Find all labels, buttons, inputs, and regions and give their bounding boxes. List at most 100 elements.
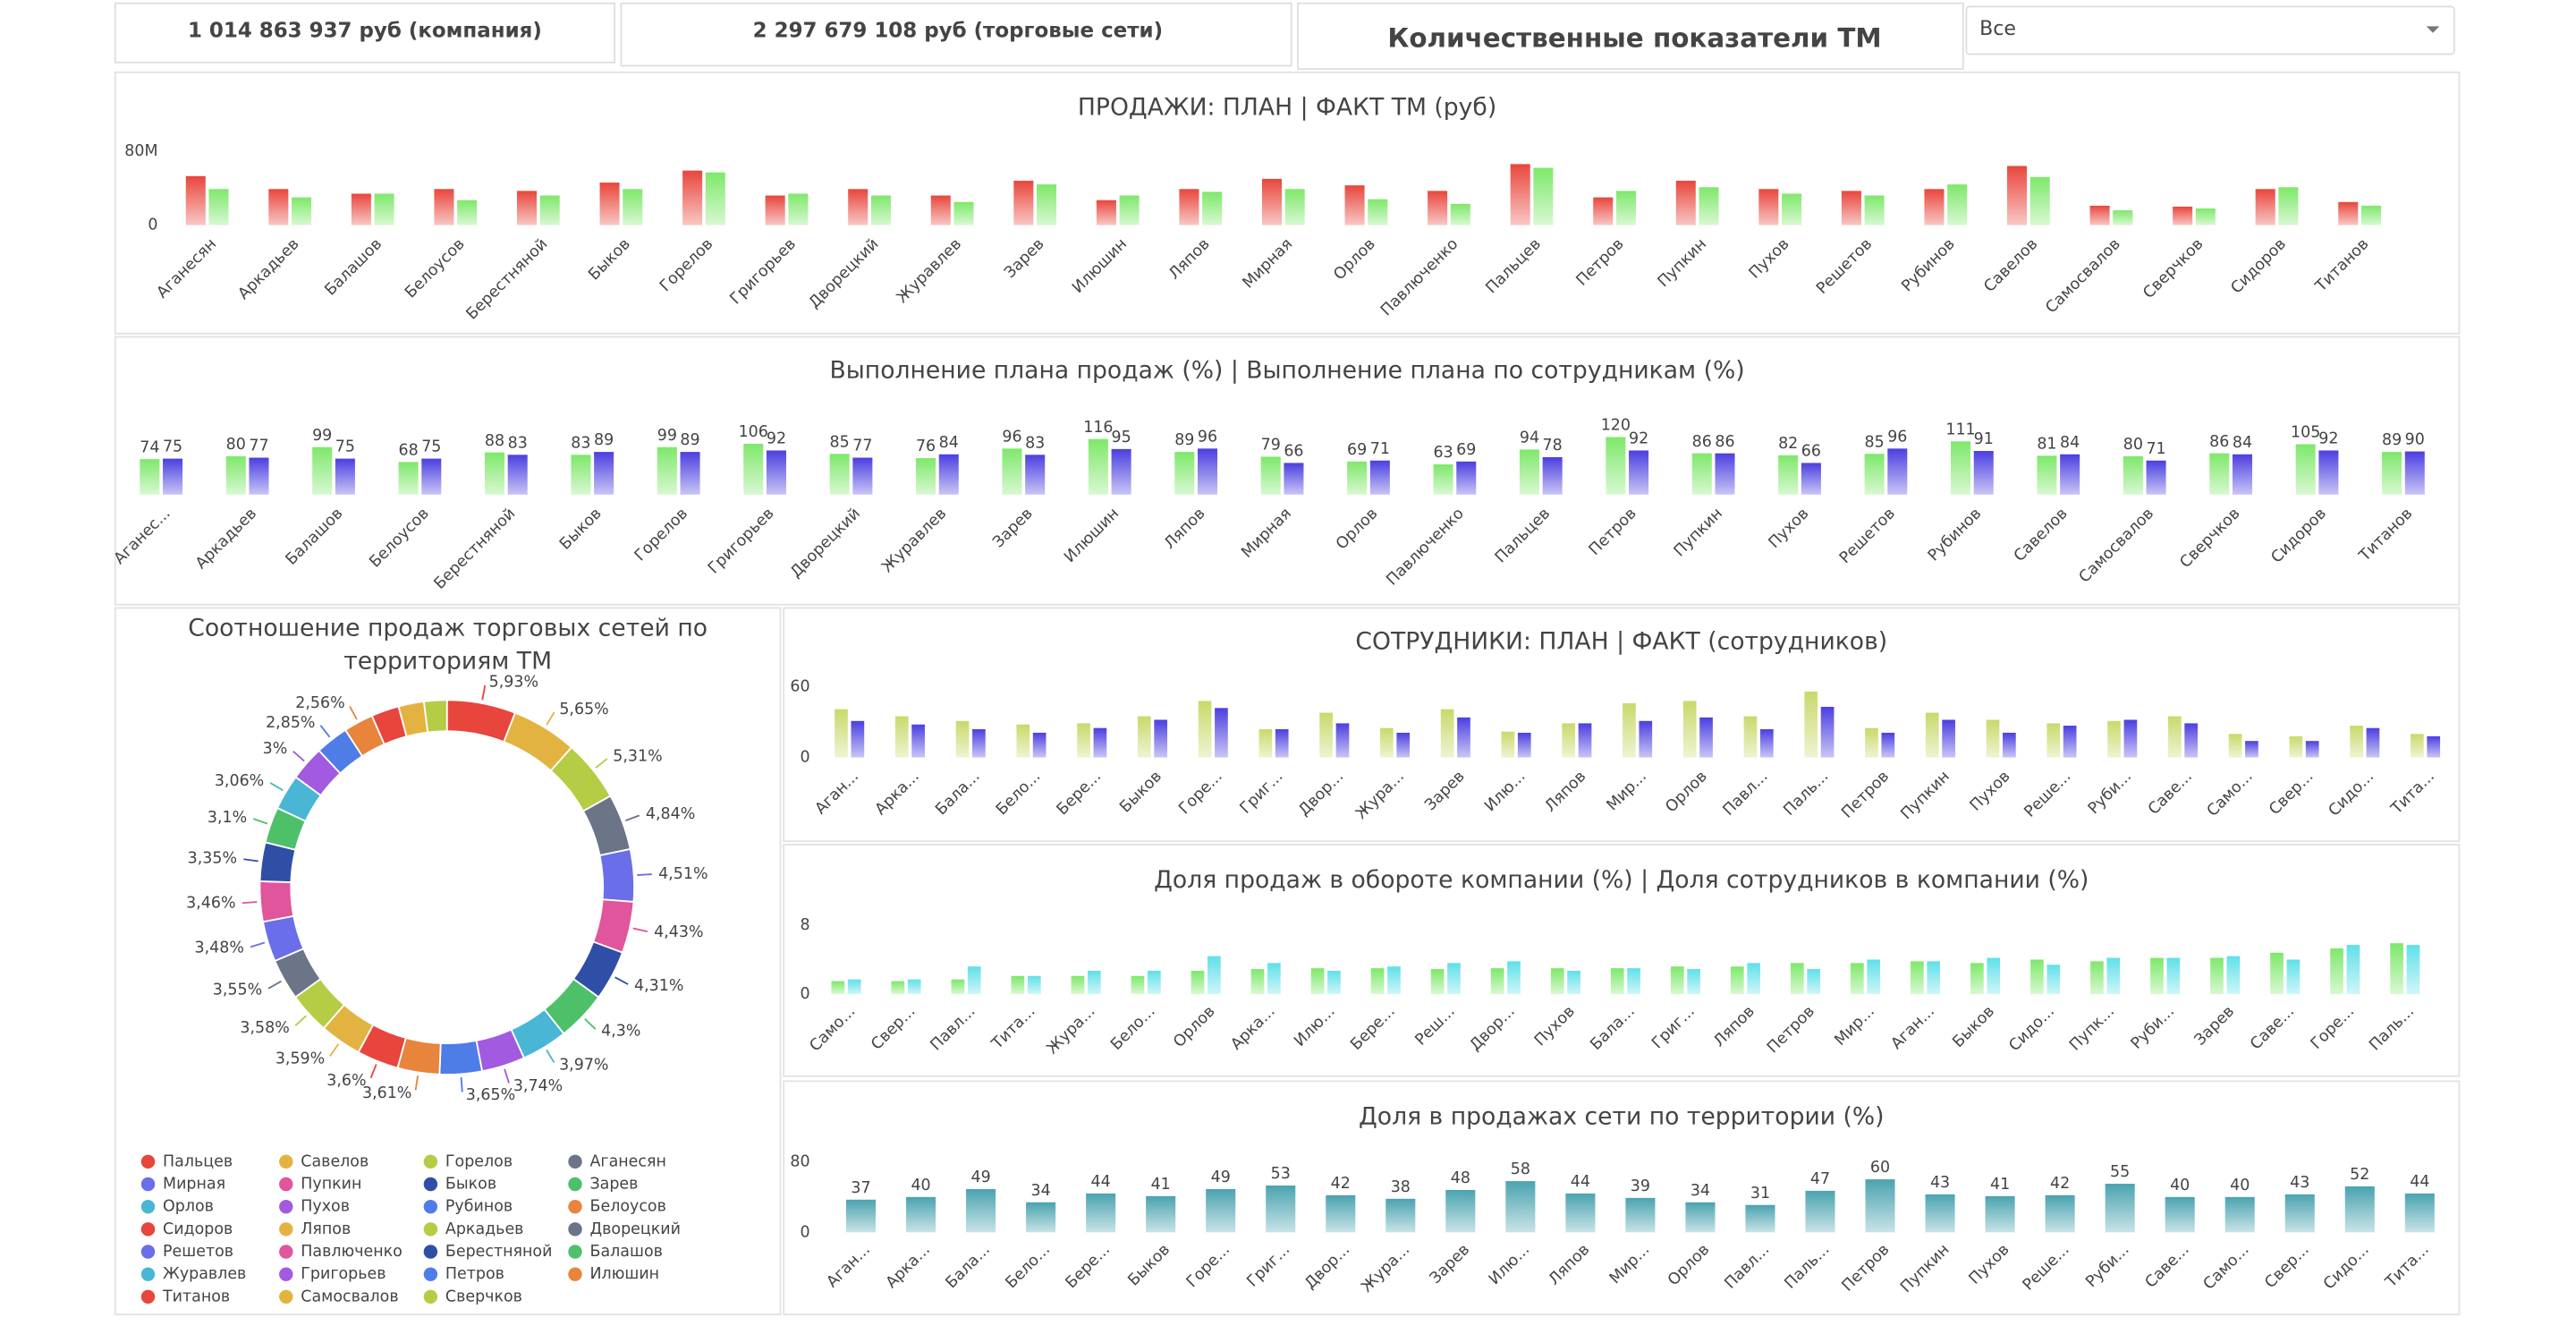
bar <box>457 200 478 225</box>
bar <box>1191 971 1205 995</box>
x-tick-label: Титанов <box>2355 505 2416 565</box>
bar <box>1578 723 1592 758</box>
bar <box>1730 966 1744 995</box>
bar <box>1519 449 1539 495</box>
legend-swatch <box>140 1199 156 1214</box>
kpi-card <box>620 2 1292 67</box>
x-tick-label: Григорьев <box>705 505 777 577</box>
bar <box>1032 732 1046 758</box>
bar <box>1369 460 1390 495</box>
legend-label: Мирная <box>163 1176 225 1194</box>
bar <box>1758 189 1779 225</box>
bar <box>1490 968 1504 995</box>
x-tick-label: Саве... <box>2247 1002 2298 1053</box>
x-tick-label: Белоусов <box>402 235 469 302</box>
legend-swatch <box>568 1267 582 1281</box>
x-tick-label: Руби... <box>2085 768 2135 818</box>
x-tick-label: Ляпов <box>1542 768 1590 816</box>
leader-line <box>242 901 258 905</box>
slice-label: 3,61% <box>362 1084 411 1102</box>
slice-label: 3% <box>263 740 288 758</box>
data-label: 47 <box>1810 1170 1830 1188</box>
bar <box>1208 956 1221 995</box>
x-tick-label: Горе... <box>1175 768 1225 818</box>
bar <box>140 459 160 495</box>
data-label: 74 <box>140 438 159 456</box>
bar <box>1250 969 1265 995</box>
legend-swatch <box>279 1267 293 1281</box>
legend-label: Рубинов <box>445 1198 513 1216</box>
y-tick-label: 0 <box>800 749 809 767</box>
bar <box>2270 952 2284 995</box>
x-tick-label: Арка... <box>1227 1002 1278 1053</box>
bar <box>1131 975 1145 995</box>
x-tick-label: Руби... <box>2128 1002 2178 1052</box>
x-tick-label: Петров <box>1586 505 1640 559</box>
bar <box>1805 1190 1835 1233</box>
data-label: 55 <box>2110 1163 2130 1181</box>
bar <box>955 720 970 758</box>
bar <box>2046 723 2061 758</box>
y-tick-label: 80M <box>124 142 157 160</box>
bar <box>894 716 909 758</box>
x-tick-label: Петров <box>1839 1241 1894 1296</box>
data-label: 89 <box>680 431 699 449</box>
legend-swatch <box>140 1245 156 1259</box>
bar <box>1970 963 1984 995</box>
legend-label: Сверчков <box>445 1288 522 1305</box>
bar <box>249 457 269 495</box>
x-tick-label: Аркадьев <box>192 505 260 573</box>
bar <box>2107 720 2121 758</box>
bar <box>1013 181 1034 225</box>
bar <box>1510 164 1530 225</box>
x-tick-label: Горе... <box>2308 1002 2358 1052</box>
slice-label: 3,65% <box>466 1086 515 1104</box>
x-tick-label: Савелов <box>1980 235 2041 296</box>
leader-line <box>504 1068 510 1084</box>
x-tick-label: Зарев <box>989 505 1036 551</box>
bar <box>1682 701 1697 758</box>
x-tick-label: Берестняной <box>463 235 552 324</box>
bar <box>1077 723 1090 758</box>
leader-line <box>632 927 648 933</box>
data-label: 86 <box>1715 433 1734 451</box>
bar <box>2060 454 2080 495</box>
bar <box>2330 948 2343 995</box>
legend-swatch <box>423 1222 438 1237</box>
x-tick-label: Григ... <box>1237 768 1287 818</box>
x-tick-label: Сидо... <box>2320 1241 2373 1294</box>
legend-swatch <box>423 1154 438 1169</box>
x-tick-label: Само... <box>2204 768 2257 820</box>
bar <box>1715 453 1735 495</box>
data-label: 83 <box>1025 434 1045 452</box>
legend-label: Белоусов <box>590 1198 666 1216</box>
data-label: 99 <box>657 427 677 445</box>
slice-label: 3,48% <box>194 939 243 956</box>
legend-swatch <box>140 1222 156 1237</box>
leader-line <box>250 941 266 948</box>
slice-label: 5,31% <box>613 748 662 766</box>
panel <box>783 844 2461 1077</box>
y-tick-label: 80 <box>790 1152 809 1170</box>
bar <box>2245 741 2258 758</box>
bar <box>1096 200 1116 225</box>
x-tick-label: Балашов <box>283 505 347 569</box>
bar <box>2029 176 2050 225</box>
bar <box>2037 455 2057 495</box>
bar <box>1261 178 1283 225</box>
bar <box>185 175 206 225</box>
x-tick-label: Илю... <box>1481 768 1529 815</box>
bar <box>680 452 700 495</box>
filter-value[interactable]: Все <box>1979 18 2016 40</box>
x-tick-label: Тита... <box>988 1002 1039 1053</box>
bar <box>292 197 312 225</box>
filter-dropdown[interactable] <box>1965 5 2455 55</box>
bar <box>1147 971 1161 995</box>
x-tick-label: Тита... <box>2382 1241 2433 1292</box>
bar <box>846 1199 877 1233</box>
x-tick-label: Балашов <box>321 235 386 300</box>
bar <box>1745 1204 1775 1233</box>
bar <box>1119 195 1140 225</box>
data-label: 37 <box>851 1179 870 1197</box>
dropdown-caret[interactable] <box>2426 26 2440 33</box>
